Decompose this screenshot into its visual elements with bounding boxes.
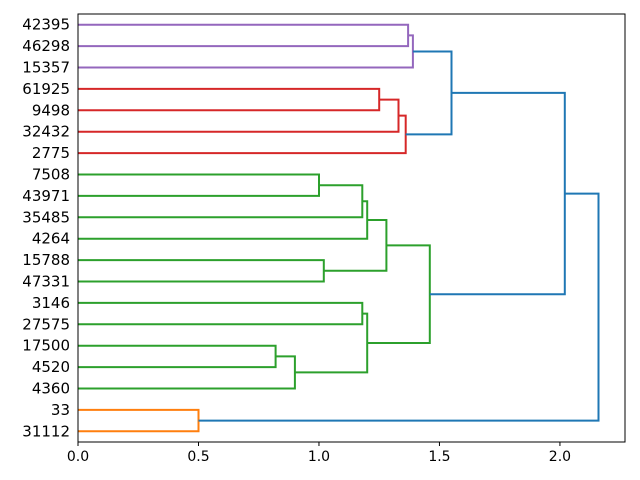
leaf-label: 4264 — [32, 230, 70, 248]
leaf-label: 47331 — [22, 273, 70, 291]
leaf-label: 3146 — [32, 294, 70, 312]
leaf-label: 27575 — [22, 315, 70, 333]
leaf-label: 15357 — [22, 59, 70, 77]
leaf-label: 4360 — [32, 380, 70, 398]
leaf-label: 2775 — [32, 144, 70, 162]
leaf-label: 4520 — [32, 358, 70, 376]
leaf-label: 32432 — [22, 123, 70, 141]
leaf-label: 9498 — [32, 101, 70, 119]
leaf-label: 31112 — [22, 422, 70, 440]
leaf-label: 7508 — [32, 166, 70, 184]
x-tick-label: 0.5 — [187, 449, 209, 465]
leaf-label: 33 — [51, 401, 70, 419]
x-tick-label: 1.0 — [308, 449, 330, 465]
axes-frame — [77, 13, 626, 443]
leaf-label: 61925 — [22, 80, 70, 98]
leaf-label: 17500 — [22, 337, 70, 355]
leaf-label: 43971 — [22, 187, 70, 205]
dendrogram-link — [198, 192, 600, 422]
x-tick-label: 2.0 — [549, 449, 571, 465]
leaf-label: 15788 — [22, 251, 70, 269]
leaf-label: 35485 — [22, 208, 70, 226]
leaf-label: 42395 — [22, 16, 70, 34]
leaf-label: 46298 — [22, 37, 70, 55]
x-tick-label: 0.0 — [67, 449, 89, 465]
x-tick-label: 1.5 — [428, 449, 450, 465]
